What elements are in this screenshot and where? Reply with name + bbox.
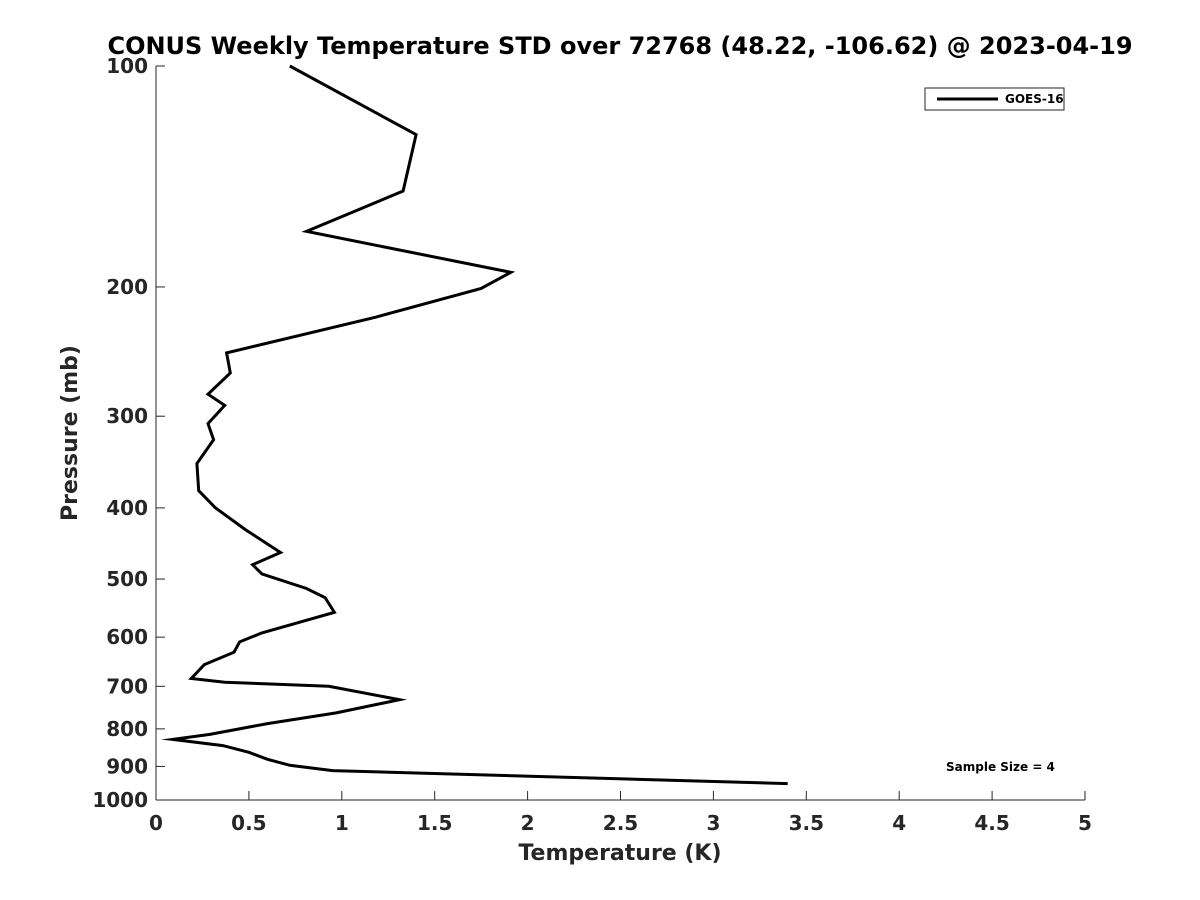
y-tick-label: 1000: [92, 788, 148, 812]
x-tick-label: 3.5: [789, 811, 824, 835]
y-tick-label: 500: [106, 567, 148, 591]
x-tick-label: 3: [706, 811, 720, 835]
y-tick-label: 900: [106, 754, 148, 778]
x-tick-label: 4.5: [974, 811, 1009, 835]
y-tick-label: 300: [106, 404, 148, 428]
y-tick-label: 100: [106, 54, 148, 78]
x-tick-label: 2.5: [603, 811, 638, 835]
legend-label-goes-16: GOES-16: [1005, 92, 1064, 106]
x-tick-label: 4: [892, 811, 906, 835]
axes: [155, 66, 1085, 801]
x-axis-label: Temperature (K): [518, 841, 721, 866]
x-tick-label: 2: [521, 811, 535, 835]
x-tick-label: 1: [335, 811, 349, 835]
y-tick-label: 200: [106, 275, 148, 299]
y-tick-label: 600: [106, 625, 148, 649]
y-axis-label: Pressure (mb): [58, 345, 83, 521]
series-line-goes-16: [160, 64, 788, 786]
y-tick-label: 700: [106, 674, 148, 698]
x-axis-ticks: 0 0.5 1 1.5 2 2.5 3 3.5 4 4.5 5: [149, 791, 1092, 835]
x-tick-label: 1.5: [417, 811, 452, 835]
x-tick-label: 0.5: [231, 811, 266, 835]
legend: GOES-16: [924, 87, 1065, 111]
y-tick-label: 800: [106, 717, 148, 741]
sample-size-annotation: Sample Size = 4: [946, 760, 1055, 774]
chart-title: CONUS Weekly Temperature STD over 72768 …: [107, 32, 1132, 60]
y-tick-label: 400: [106, 496, 148, 520]
series-layer: [160, 64, 788, 786]
x-tick-label: 5: [1078, 811, 1092, 835]
x-tick-label: 0: [149, 811, 163, 835]
y-axis-ticks: 100 200 300 400 500 600 700 800 900 1000: [92, 54, 165, 812]
